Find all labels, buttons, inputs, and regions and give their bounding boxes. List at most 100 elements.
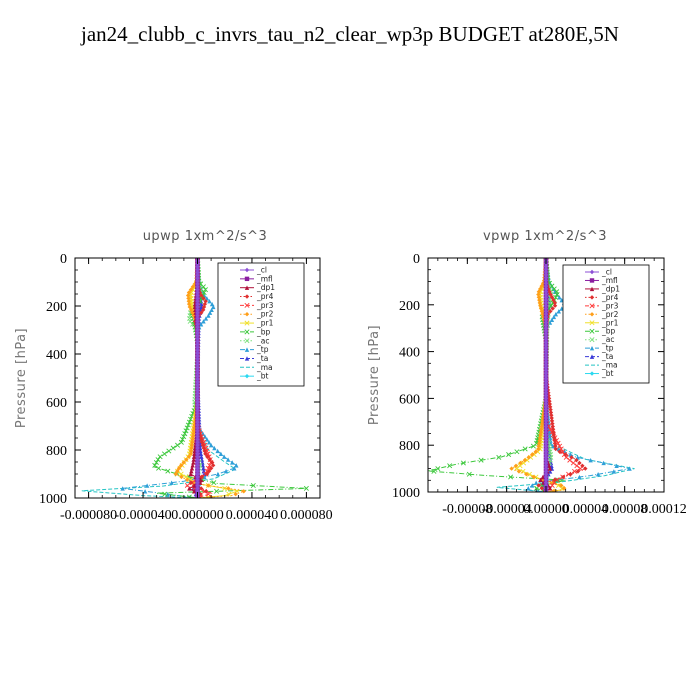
series-marker-cl (543, 314, 549, 320)
series-marker-bp (530, 443, 536, 449)
series-marker-cl (543, 410, 549, 415)
series-marker-tp (208, 443, 214, 448)
x-tick-label: 0.00004 (563, 502, 609, 517)
series-marker-pr4 (574, 457, 579, 463)
x-tick-label: 0.00012 (641, 502, 687, 517)
series-marker-pr2 (186, 301, 192, 307)
series-marker-bp (211, 480, 217, 486)
series-marker-cl (543, 337, 549, 342)
panels: upwp 1xm^2/s^3 Pressure [hPa] 0 200 400 600 80… (14, 229, 687, 523)
series-marker-bp (178, 439, 184, 445)
series-marker-tp (198, 322, 204, 327)
series-marker-cl (195, 333, 200, 338)
y-tick-label: 1000 (39, 492, 67, 507)
legend-label-bt: _bt (601, 369, 614, 378)
legend-label-bp: _bp (256, 327, 271, 336)
series-marker-bp (184, 425, 190, 431)
legend-box (217, 262, 305, 387)
legend-label-pr2: _pr2 (256, 310, 274, 319)
series-marker-bp (156, 465, 162, 471)
series-marker-tp (556, 309, 561, 314)
series-marker-cl (543, 449, 549, 454)
series-marker-cl (543, 370, 549, 376)
series-marker-cl (195, 382, 200, 387)
legend-marker-bp (589, 328, 595, 334)
series-marker-cl (543, 348, 549, 353)
series-marker-pr2 (190, 284, 196, 289)
legend-label-pr4: _pr4 (256, 292, 274, 301)
series-marker-cl (195, 477, 200, 482)
series-marker-pr4 (575, 469, 581, 474)
series-marker-cl (543, 283, 549, 289)
series-marker-pr4 (549, 418, 555, 424)
series-marker-pr2 (186, 296, 191, 301)
series-marker-cl (543, 306, 549, 311)
series-marker-bp (496, 454, 502, 460)
series-marker-dp1 (538, 477, 543, 483)
series-marker-bp (250, 483, 256, 489)
series-marker-cl (543, 477, 549, 483)
legend-marker-pr1 (589, 320, 595, 326)
series-marker-cl (195, 391, 200, 396)
y-tick-label: 800 (399, 439, 420, 454)
series-marker-pr4 (550, 421, 555, 426)
series-marker-cl (195, 480, 200, 485)
series-marker-cl (543, 311, 549, 317)
legend-marker-bt (244, 373, 250, 379)
series-marker-cl (543, 418, 549, 424)
series-marker-pr2 (537, 435, 543, 440)
series-marker-cl (543, 379, 549, 384)
series-marker-cl (543, 463, 549, 468)
series-marker-pr2 (188, 451, 194, 457)
legend-label-ac: _ac (601, 335, 614, 344)
series-marker-cl (195, 474, 200, 480)
series-marker-tp (588, 457, 593, 463)
series-marker-bp (554, 291, 560, 298)
series-marker-tp (627, 466, 632, 471)
series-marker-tp (533, 480, 539, 485)
series-marker-cl (195, 379, 200, 385)
series-marker-bp (466, 471, 472, 477)
series-marker-pr2 (539, 309, 544, 314)
legend-marker-pr3 (244, 302, 250, 308)
series-marker-pr4 (580, 463, 585, 468)
legend-label-dp1: _dp1 (601, 284, 620, 293)
series-marker-tp (207, 299, 212, 304)
series-marker-cl (195, 411, 200, 416)
series-marker-cl (543, 345, 549, 351)
series-marker-cl (195, 396, 200, 402)
series-marker-ta (199, 301, 204, 307)
series-marker-cl (543, 326, 549, 331)
series-marker-cl (543, 323, 549, 328)
series-marker-pr3 (555, 440, 561, 446)
x-tick-label: -0.000040 (114, 508, 171, 523)
series-marker-pr4 (198, 434, 203, 439)
series-marker-pr4 (205, 454, 210, 459)
series-marker-pr2 (187, 304, 192, 310)
series-marker-pr3 (551, 480, 557, 486)
series-marker-cl (543, 281, 549, 286)
series-marker-pr3 (547, 426, 553, 432)
series-marker-bp (214, 488, 220, 494)
series-marker-pr4 (201, 445, 206, 451)
panel-title: vpwp 1xm^2/s^3 (483, 229, 607, 244)
series-marker-cl (543, 334, 549, 339)
figure-title: jan24_clubb_c_invrs_tau_n2_clear_wp3p BU… (80, 22, 619, 46)
series-marker-cl (543, 365, 549, 370)
series-marker-cl (543, 421, 549, 426)
series-marker-cl (543, 300, 549, 306)
legend-marker-cl (244, 267, 250, 273)
series-marker-cl (195, 443, 200, 448)
series-marker-bp (431, 468, 437, 474)
series-marker-tp (234, 463, 239, 468)
y-axis-label: Pressure [hPa] (14, 328, 29, 428)
legend-box (562, 264, 650, 384)
series-marker-ta (201, 468, 207, 474)
series-marker-cl (543, 390, 549, 395)
series-marker-pr2 (536, 289, 542, 294)
series-marker-cl (195, 275, 200, 281)
legend-label-ac: _ac (256, 336, 269, 345)
series-marker-pr3 (570, 460, 576, 466)
series-marker-tp (120, 486, 125, 491)
legend-label-mfl: _mfl (256, 274, 273, 283)
